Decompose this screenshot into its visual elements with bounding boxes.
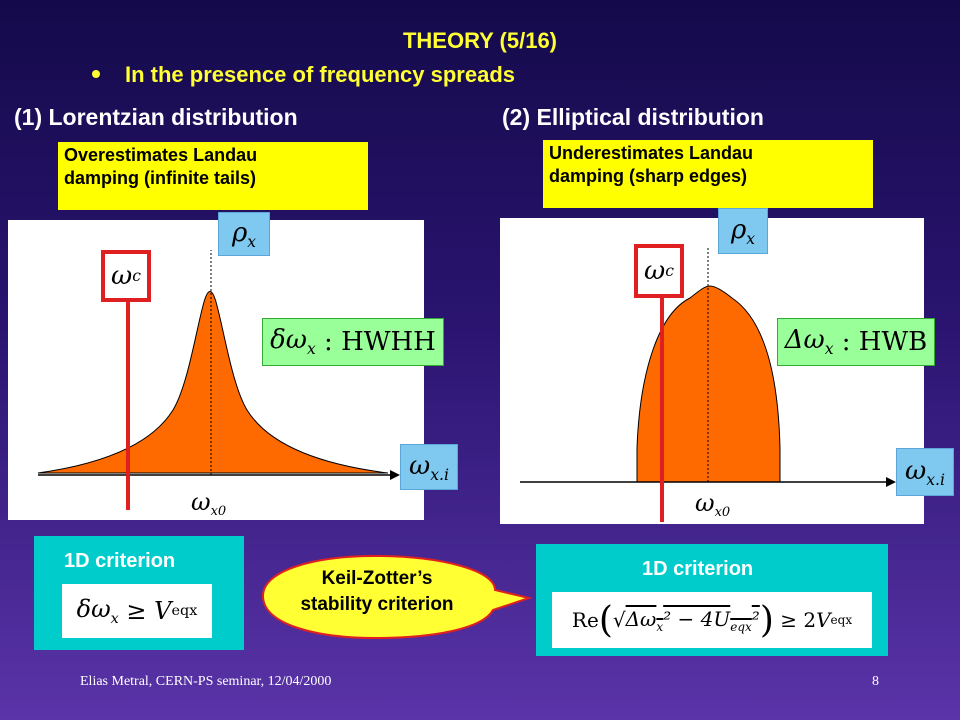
- callout-line1: Keil-Zotter’s: [321, 568, 433, 589]
- hwhh-label: δωx : HWHH: [262, 318, 444, 366]
- footer-text: Elias Metral, CERN-PS seminar, 12/04/200…: [80, 674, 332, 689]
- callout-line2: stability criterion: [300, 594, 454, 615]
- lorentzian-plot: ωx0: [8, 220, 424, 520]
- right-heading: (2) Elliptical distribution: [502, 104, 764, 130]
- right-note-line2: damping (sharp edges): [549, 166, 748, 186]
- left-note-line1: Overestimates Landau: [64, 145, 258, 165]
- callout-bubble: [261, 554, 533, 640]
- hwb-label: Δωx : HWB: [777, 318, 935, 366]
- omega-x0-label: ωx0: [191, 488, 226, 519]
- left-note-line2: damping (infinite tails): [64, 168, 256, 188]
- omega-xi-label-left: ωx.i: [400, 444, 458, 490]
- x-axis-arrow: [886, 477, 896, 487]
- left-criterion-title: 1D criterion: [64, 550, 176, 572]
- page-number: 8: [872, 674, 879, 689]
- slide-title: THEORY (5/16): [402, 28, 558, 53]
- right-criterion-title: 1D criterion: [642, 558, 754, 580]
- left-heading: (1) Lorentzian distribution: [14, 104, 298, 130]
- right-note-line1: Underestimates Landau: [549, 143, 754, 163]
- rho-x-label-right: ρx: [718, 208, 768, 254]
- omega-x0-label: ωx0: [695, 489, 730, 520]
- callout-text: Keil-Zotter’s stability criterion: [262, 566, 492, 618]
- lorentzian-fill: [37, 291, 389, 474]
- elliptical-plot: ωx0: [500, 218, 924, 524]
- right-note: Underestimates Landau damping (sharp edg…: [543, 140, 873, 208]
- rho-x-label-left: ρx: [218, 212, 270, 256]
- bullet-icon: [92, 70, 100, 78]
- omega-xi-label-right: ωx.i: [896, 448, 954, 496]
- bullet-text: In the presence of frequency spreads: [125, 62, 516, 87]
- left-note: Overestimates Landau damping (infinite t…: [58, 142, 368, 210]
- x-axis-arrow: [390, 470, 400, 480]
- elliptical-curve-svg: ωx0: [520, 248, 896, 522]
- lorentzian-curve-svg: ωx0: [37, 250, 400, 519]
